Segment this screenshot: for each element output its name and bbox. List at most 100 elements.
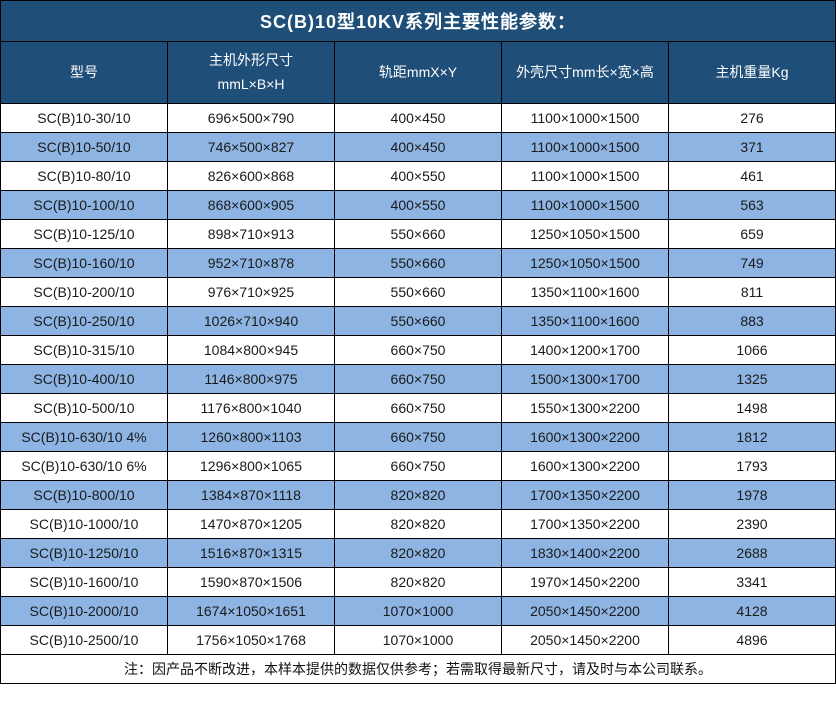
shell-dimensions-cell: 1500×1300×1700: [501, 364, 669, 394]
shell-dimensions-cell: 1350×1100×1600: [501, 306, 669, 336]
col-header-rail-gauge: 轨距mmX×Y: [334, 41, 502, 104]
weight-cell: 371: [668, 132, 836, 162]
spec-table-foot: 注：因产品不断改进，本样本提供的数据仅供参考；若需取得最新尺寸，请及时与本公司联…: [0, 654, 836, 684]
host-dimensions-cell: 1384×870×1118: [167, 480, 335, 510]
spec-table-body: SC(B)10-30/10 696×500×790 400×450 1100×1000…: [0, 103, 836, 655]
weight-cell: 1812: [668, 422, 836, 452]
header-row: 型号 主机外形尺寸 mmL×B×H 轨距mmX×Y 外壳尺寸mm长×宽×高 主机…: [0, 41, 836, 104]
model-cell: SC(B)10-315/10: [0, 335, 168, 365]
weight-cell: 3341: [668, 567, 836, 597]
table-row: SC(B)10-630/10 6% 1296×800×1065 660×750 160…: [0, 451, 836, 481]
weight-cell: 461: [668, 161, 836, 191]
table-row: SC(B)10-400/10 1146×800×975 660×750 1500×13…: [0, 364, 836, 394]
rail-gauge-cell: 820×820: [334, 480, 502, 510]
table-row: SC(B)10-2000/10 1674×1050×1651 1070×1000 20…: [0, 596, 836, 626]
note-row: 注：因产品不断改进，本样本提供的数据仅供参考；若需取得最新尺寸，请及时与本公司联…: [0, 654, 836, 684]
model-cell: SC(B)10-1000/10: [0, 509, 168, 539]
model-cell: SC(B)10-125/10: [0, 219, 168, 249]
model-cell: SC(B)10-160/10: [0, 248, 168, 278]
shell-dimensions-cell: 1250×1050×1500: [501, 248, 669, 278]
rail-gauge-cell: 660×750: [334, 335, 502, 365]
shell-dimensions-cell: 1250×1050×1500: [501, 219, 669, 249]
host-dimensions-cell: 696×500×790: [167, 103, 335, 133]
shell-dimensions-cell: 2050×1450×2200: [501, 596, 669, 626]
rail-gauge-cell: 660×750: [334, 364, 502, 394]
table-row: SC(B)10-500/10 1176×800×1040 660×750 1550×1…: [0, 393, 836, 423]
model-cell: SC(B)10-2000/10: [0, 596, 168, 626]
model-cell: SC(B)10-2500/10: [0, 625, 168, 655]
shell-dimensions-cell: 1100×1000×1500: [501, 190, 669, 220]
shell-dimensions-cell: 1830×1400×2200: [501, 538, 669, 568]
host-dimensions-cell: 952×710×878: [167, 248, 335, 278]
weight-cell: 1978: [668, 480, 836, 510]
shell-dimensions-cell: 1100×1000×1500: [501, 103, 669, 133]
table-row: SC(B)10-160/10 952×710×878 550×660 1250×105…: [0, 248, 836, 278]
host-dimensions-cell: 1674×1050×1651: [167, 596, 335, 626]
rail-gauge-cell: 400×450: [334, 132, 502, 162]
shell-dimensions-cell: 1100×1000×1500: [501, 161, 669, 191]
spec-table-head: SC(B)10型10KV系列主要性能参数： 型号 主机外形尺寸 mmL×B×H …: [0, 0, 836, 104]
shell-dimensions-cell: 1700×1350×2200: [501, 480, 669, 510]
model-cell: SC(B)10-400/10: [0, 364, 168, 394]
weight-cell: 2390: [668, 509, 836, 539]
shell-dimensions-cell: 1600×1300×2200: [501, 422, 669, 452]
rail-gauge-cell: 550×660: [334, 219, 502, 249]
col-header-model-label: 型号: [70, 63, 98, 80]
table-row: SC(B)10-200/10 976×710×925 550×660 1350×110…: [0, 277, 836, 307]
shell-dimensions-cell: 1600×1300×2200: [501, 451, 669, 481]
host-dimensions-cell: 746×500×827: [167, 132, 335, 162]
title-row: SC(B)10型10KV系列主要性能参数：: [0, 0, 836, 42]
table-row: SC(B)10-80/10 826×600×868 400×550 1100×1000…: [0, 161, 836, 191]
table-row: SC(B)10-2500/10 1756×1050×1768 1070×1000 20…: [0, 625, 836, 655]
col-header-shell-dimensions: 外壳尺寸mm长×宽×高: [501, 41, 669, 104]
host-dimensions-cell: 868×600×905: [167, 190, 335, 220]
col-header-host-dimensions-line2: mmL×B×H: [217, 75, 285, 92]
rail-gauge-cell: 820×820: [334, 538, 502, 568]
model-cell: SC(B)10-630/10 4%: [0, 422, 168, 452]
weight-cell: 4128: [668, 596, 836, 626]
col-header-rail-gauge-label: 轨距mmX×Y: [378, 63, 458, 80]
model-cell: SC(B)10-80/10: [0, 161, 168, 191]
host-dimensions-cell: 826×600×868: [167, 161, 335, 191]
host-dimensions-cell: 1146×800×975: [167, 364, 335, 394]
model-cell: SC(B)10-1250/10: [0, 538, 168, 568]
model-cell: SC(B)10-30/10: [0, 103, 168, 133]
weight-cell: 1793: [668, 451, 836, 481]
table-row: SC(B)10-100/10 868×600×905 400×550 1100×100…: [0, 190, 836, 220]
footer-note: 注：因产品不断改进，本样本提供的数据仅供参考；若需取得最新尺寸，请及时与本公司联…: [0, 654, 836, 684]
rail-gauge-cell: 660×750: [334, 393, 502, 423]
host-dimensions-cell: 1470×870×1205: [167, 509, 335, 539]
weight-cell: 811: [668, 277, 836, 307]
table-row: SC(B)10-30/10 696×500×790 400×450 1100×1000…: [0, 103, 836, 133]
rail-gauge-cell: 1070×1000: [334, 596, 502, 626]
shell-dimensions-cell: 1100×1000×1500: [501, 132, 669, 162]
weight-cell: 4896: [668, 625, 836, 655]
table-row: SC(B)10-1000/10 1470×870×1205 820×820 1700×…: [0, 509, 836, 539]
shell-dimensions-cell: 1350×1100×1600: [501, 277, 669, 307]
weight-cell: 1066: [668, 335, 836, 365]
host-dimensions-cell: 1590×870×1506: [167, 567, 335, 597]
shell-dimensions-cell: 1700×1350×2200: [501, 509, 669, 539]
col-header-model: 型号: [0, 41, 168, 104]
shell-dimensions-cell: 1400×1200×1700: [501, 335, 669, 365]
weight-cell: 2688: [668, 538, 836, 568]
host-dimensions-cell: 1176×800×1040: [167, 393, 335, 423]
host-dimensions-cell: 898×710×913: [167, 219, 335, 249]
model-cell: SC(B)10-200/10: [0, 277, 168, 307]
weight-cell: 1325: [668, 364, 836, 394]
rail-gauge-cell: 550×660: [334, 277, 502, 307]
shell-dimensions-cell: 2050×1450×2200: [501, 625, 669, 655]
table-row: SC(B)10-630/10 4% 1260×800×1103 660×750 160…: [0, 422, 836, 452]
rail-gauge-cell: 400×550: [334, 190, 502, 220]
col-header-shell-dimensions-label: 外壳尺寸mm长×宽×高: [516, 63, 654, 80]
model-cell: SC(B)10-1600/10: [0, 567, 168, 597]
rail-gauge-cell: 820×820: [334, 567, 502, 597]
host-dimensions-cell: 1260×800×1103: [167, 422, 335, 452]
weight-cell: 883: [668, 306, 836, 336]
rail-gauge-cell: 550×660: [334, 248, 502, 278]
col-header-weight: 主机重量Kg: [668, 41, 836, 104]
model-cell: SC(B)10-100/10: [0, 190, 168, 220]
table-row: SC(B)10-125/10 898×710×913 550×660 1250×105…: [0, 219, 836, 249]
table-row: SC(B)10-800/10 1384×870×1118 820×820 1700×1…: [0, 480, 836, 510]
